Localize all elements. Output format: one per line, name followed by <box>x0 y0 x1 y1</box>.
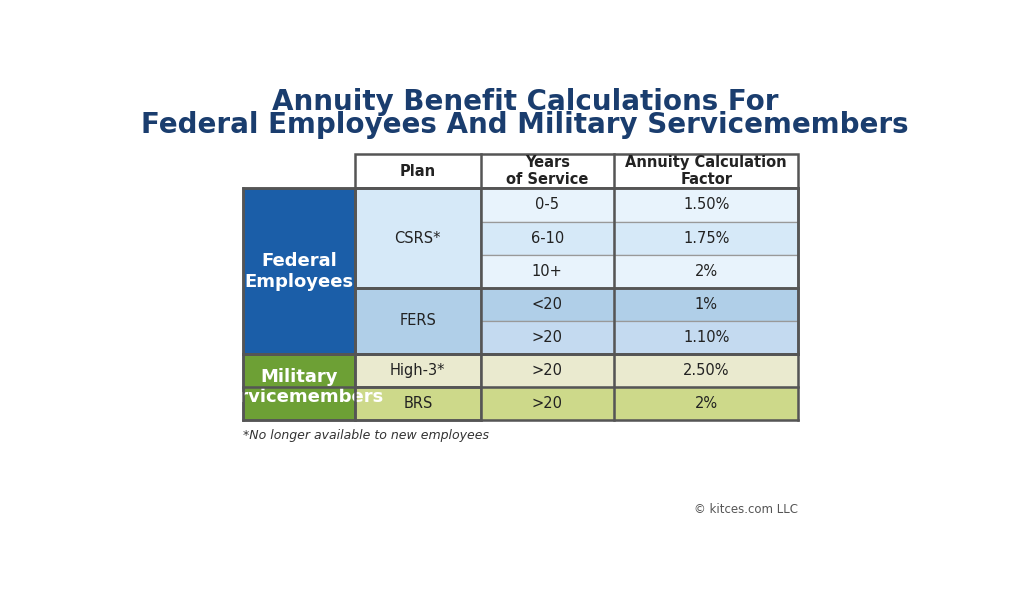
Text: Annuity Benefit Calculations For: Annuity Benefit Calculations For <box>271 88 778 116</box>
Text: BRS: BRS <box>403 396 432 411</box>
Bar <box>480 255 614 288</box>
Text: 1.10%: 1.10% <box>683 330 729 345</box>
Bar <box>614 221 799 255</box>
Text: 2.50%: 2.50% <box>683 363 729 378</box>
Bar <box>614 288 799 321</box>
Text: 1%: 1% <box>694 297 718 312</box>
Text: Federal
Employees: Federal Employees <box>245 252 353 290</box>
Bar <box>355 154 799 189</box>
Bar <box>243 354 355 420</box>
Text: High-3*: High-3* <box>390 363 445 378</box>
Text: 1.75%: 1.75% <box>683 231 729 246</box>
Text: FERS: FERS <box>399 314 436 328</box>
Text: Military
Servicemembers: Military Servicemembers <box>214 368 384 406</box>
Bar <box>480 288 614 321</box>
Text: CSRS*: CSRS* <box>394 231 441 246</box>
Text: Federal Employees And Military Servicemembers: Federal Employees And Military Serviceme… <box>141 111 908 139</box>
Bar <box>480 387 614 420</box>
Bar <box>614 354 799 387</box>
Text: 10+: 10+ <box>531 264 562 278</box>
Text: >20: >20 <box>531 363 563 378</box>
Text: <20: <20 <box>531 297 563 312</box>
Text: >20: >20 <box>531 330 563 345</box>
Bar <box>355 189 480 288</box>
Bar <box>614 321 799 354</box>
Text: 2%: 2% <box>694 396 718 411</box>
Bar <box>614 387 799 420</box>
Text: Annuity Calculation
Factor: Annuity Calculation Factor <box>626 155 787 187</box>
Text: 6-10: 6-10 <box>530 231 564 246</box>
Text: © kitces.com LLC: © kitces.com LLC <box>694 503 799 516</box>
Bar <box>355 288 480 354</box>
Text: >20: >20 <box>531 396 563 411</box>
Bar <box>480 321 614 354</box>
Bar <box>480 221 614 255</box>
Text: *No longer available to new employees: *No longer available to new employees <box>243 430 488 443</box>
Text: 1.50%: 1.50% <box>683 198 729 212</box>
Bar <box>614 189 799 221</box>
Bar <box>355 354 480 387</box>
Text: 2%: 2% <box>694 264 718 278</box>
Bar <box>355 387 480 420</box>
Text: Years
of Service: Years of Service <box>506 155 589 187</box>
Bar <box>480 354 614 387</box>
Text: 0-5: 0-5 <box>536 198 559 212</box>
Text: Plan: Plan <box>399 164 436 178</box>
Bar <box>614 255 799 288</box>
Bar <box>243 189 355 354</box>
Bar <box>480 189 614 221</box>
